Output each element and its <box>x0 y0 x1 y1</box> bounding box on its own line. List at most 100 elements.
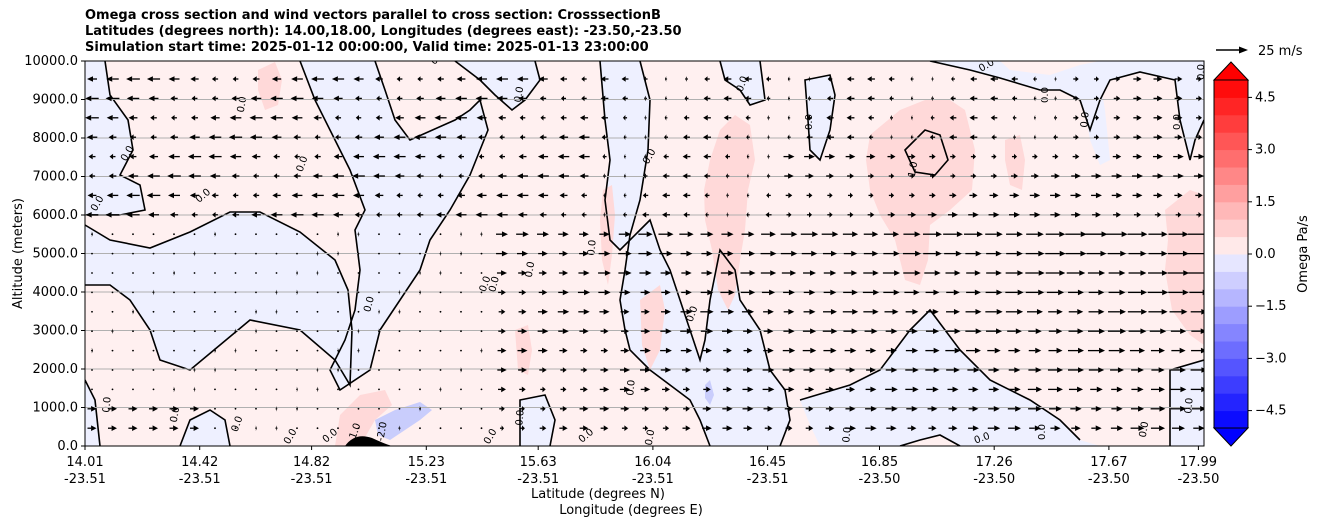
wind-vector-820 <box>969 134 978 140</box>
wind-vector-125 <box>214 291 216 294</box>
wind-vector-803 <box>950 173 956 179</box>
omega-region-18 <box>1165 190 1204 345</box>
contour-label-5: 0.0 <box>362 295 377 313</box>
wind-vector-516 <box>644 134 647 140</box>
wind-vector-483 <box>599 231 610 237</box>
wind-vector-547 <box>660 367 672 373</box>
wind-vector-457 <box>581 95 587 102</box>
wind-vector-169 <box>255 407 257 410</box>
wind-vector-933 <box>1093 115 1100 121</box>
wind-vector-264 <box>357 407 360 410</box>
wind-vector-938 <box>1092 212 1101 218</box>
wind-vector-865 <box>1005 270 1024 276</box>
wind-vector-936 <box>1091 173 1102 179</box>
contour-label-35: 0.0 <box>1183 397 1195 414</box>
wind-vector-738 <box>865 386 877 393</box>
wind-vector-3 <box>86 134 98 140</box>
wind-vector-705 <box>846 115 855 121</box>
colorbar-label: Omega Pa/s <box>1296 215 1311 293</box>
wind-vector-395 <box>497 367 507 373</box>
wind-vector-654 <box>780 231 798 237</box>
wind-vector-795 <box>926 386 939 393</box>
wind-vector-503 <box>618 250 632 257</box>
wind-vector-935 <box>1092 153 1101 160</box>
wind-vector-22 <box>108 134 117 140</box>
wind-vector-468 <box>578 309 590 315</box>
wind-vector-643 <box>762 386 775 393</box>
wind-vector-647 <box>787 95 791 102</box>
wind-vector-806 <box>943 231 963 237</box>
wind-vector-245 <box>337 407 339 410</box>
wind-vector-685 <box>826 95 834 102</box>
wind-vector-88 <box>173 310 175 313</box>
wind-vector-260 <box>357 328 360 334</box>
wind-vector-396 <box>498 386 506 393</box>
wind-vector-253 <box>352 192 365 199</box>
wind-vector-893 <box>1054 76 1057 82</box>
wind-vector-92 <box>173 386 175 393</box>
wind-vector-943 <box>1088 309 1105 315</box>
wind-vector-215 <box>311 192 324 199</box>
wind-vector-309 <box>416 173 424 179</box>
wind-vector-963 <box>1107 328 1127 334</box>
wind-vector-423 <box>537 173 549 179</box>
wind-vector-417 <box>520 425 525 431</box>
wind-vector-848 <box>985 309 1003 315</box>
wind-vector-38 <box>126 76 140 82</box>
wind-vector-54 <box>132 388 134 391</box>
wind-vector-596 <box>726 212 729 218</box>
wind-vector-669 <box>804 153 815 160</box>
wind-vector-201 <box>296 289 298 296</box>
wind-vector-1033 <box>1196 212 1202 218</box>
wind-vector-770 <box>903 270 921 276</box>
wind-vector-118 <box>208 153 222 160</box>
wind-vector-976 <box>1133 212 1142 218</box>
wind-vector-178 <box>270 212 283 218</box>
wind-vector-262 <box>357 369 360 371</box>
wind-vector-473 <box>579 406 589 412</box>
wind-vector-426 <box>537 231 549 237</box>
wind-vector-202 <box>296 310 298 313</box>
wind-vector-140 <box>231 212 240 218</box>
wind-vector-288 <box>393 134 406 140</box>
wind-vector-49 <box>132 291 134 294</box>
wind-vector-333 <box>439 270 442 276</box>
wind-vector-433 <box>539 367 547 373</box>
wind-vector-621 <box>743 328 753 334</box>
wind-vector-766 <box>909 192 915 199</box>
wind-vector-1019 <box>1169 309 1188 315</box>
wind-vector-582 <box>700 309 714 315</box>
wind-vector-99 <box>187 153 202 160</box>
contour-label-36: 1.0 <box>907 161 921 179</box>
wind-vector-628 <box>766 95 771 102</box>
wind-vector-105 <box>193 272 196 274</box>
wind-vector-68 <box>152 289 155 296</box>
wind-vector-610 <box>745 115 751 121</box>
wind-vector-0 <box>87 76 97 82</box>
wind-vector-677 <box>803 309 816 315</box>
wind-vector-375 <box>480 347 483 354</box>
wind-vector-958 <box>1106 231 1128 237</box>
wind-vector-98 <box>189 134 200 140</box>
contour-label-19: 0.0 <box>1172 114 1183 130</box>
wind-vector-450 <box>558 328 569 334</box>
wind-vector-83 <box>169 212 179 218</box>
wind-vector-526 <box>640 328 651 334</box>
wind-vector-2 <box>85 115 99 121</box>
wind-vector-1010 <box>1174 134 1183 140</box>
x-tick-lat-3: 15.23 <box>408 455 445 470</box>
wind-vector-671 <box>806 192 813 199</box>
wind-vector-171 <box>271 76 282 82</box>
wind-vector-320 <box>419 388 421 391</box>
wind-vector-255 <box>357 231 360 237</box>
wind-vector-10 <box>91 272 93 274</box>
wind-vector-153 <box>250 95 262 102</box>
wind-vector-613 <box>746 173 750 179</box>
wind-vector-322 <box>419 427 421 430</box>
wind-vector-231 <box>335 134 341 140</box>
wind-vector-665 <box>808 76 811 82</box>
wind-vector-1043 <box>1191 406 1204 412</box>
wind-vector-268 <box>375 115 383 121</box>
contour-label-14: 0.0 <box>804 114 815 130</box>
wind-vector-315 <box>419 289 421 296</box>
